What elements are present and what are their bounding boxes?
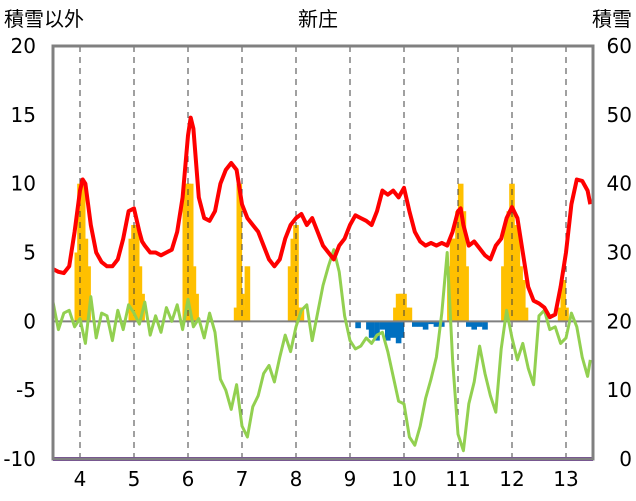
snowfall-bars — [74, 183, 569, 322]
snowfall-bar — [236, 183, 243, 322]
snowmelt-bar — [398, 321, 405, 338]
snowfall-bar — [522, 307, 529, 322]
snowmelt-bar — [412, 321, 418, 327]
snowfall-bar — [85, 266, 91, 322]
x-tick-label: 13 — [553, 467, 578, 491]
right-tick-label: 0 — [619, 447, 632, 471]
left-axis-ticks: 20 15 10 5 0 -5 -10 — [3, 34, 36, 471]
x-tick-label: 7 — [236, 467, 249, 491]
snowfall-bar — [460, 211, 467, 322]
x-tick-label: 5 — [128, 467, 141, 491]
left-tick-label: -5 — [16, 378, 36, 402]
snowmelt-bar — [433, 321, 440, 327]
snowmelt-bar — [385, 321, 391, 341]
x-axis-ticks: 4 5 6 7 8 9 10 11 12 13 — [74, 467, 579, 491]
right-tick-label: 30 — [607, 241, 632, 265]
x-tick-label: 8 — [290, 467, 303, 491]
snowmelt-bar — [374, 321, 380, 341]
right-tick-label: 20 — [607, 309, 632, 333]
x-tick-label: 11 — [445, 467, 470, 491]
left-axis-label: 積雪以外 — [4, 7, 84, 31]
snowfall-bar — [293, 225, 299, 322]
snow-depth-line — [52, 115, 593, 320]
snowfall-bar — [187, 183, 194, 322]
snowmelt-bar — [471, 321, 477, 330]
x-tick-label: 12 — [499, 467, 524, 491]
left-tick-label: 10 — [11, 172, 36, 196]
left-tick-label: 20 — [11, 34, 36, 58]
snowmelt-bar — [355, 321, 361, 329]
right-tick-label: 60 — [607, 34, 632, 58]
right-tick-label: 10 — [607, 378, 632, 402]
snowmelt-bar — [466, 321, 472, 327]
snowmelt-bar — [482, 321, 488, 330]
left-tick-label: -10 — [3, 447, 36, 471]
temperature-line — [51, 248, 592, 453]
snowmelt-bar — [417, 321, 423, 327]
left-tick-label: 0 — [23, 309, 36, 333]
snowmelt-bar — [379, 321, 386, 330]
snowfall-bar — [406, 307, 413, 322]
snowfall-bar — [463, 266, 469, 322]
plot-frame — [51, 44, 595, 461]
snowfall-bar — [560, 280, 567, 322]
snowmelt-bar — [422, 321, 429, 330]
x-tick-label: 9 — [344, 467, 357, 491]
snowfall-bar — [239, 293, 245, 322]
right-axis-label: 積雪 — [592, 7, 632, 31]
snowfall-bar — [193, 293, 199, 322]
snowmelt-bar — [390, 321, 396, 338]
right-axis-ticks: 60 50 40 30 20 10 0 — [607, 34, 632, 471]
x-tick-label: 4 — [74, 467, 87, 491]
snowmelt-bar — [428, 321, 434, 325]
left-tick-label: 15 — [11, 103, 36, 127]
x-tick-label: 6 — [182, 467, 195, 491]
right-tick-label: 40 — [607, 172, 632, 196]
x-tick-label: 10 — [391, 467, 416, 491]
right-tick-label: 50 — [607, 103, 632, 127]
snowfall-bar — [520, 280, 526, 322]
vertical-gridlines — [79, 46, 567, 459]
snowfall-bar — [401, 293, 407, 322]
snowfall-bar — [244, 266, 251, 322]
snowmelt-bar — [368, 321, 375, 338]
chart-title: 新庄 — [298, 7, 338, 31]
left-tick-label: 5 — [23, 241, 36, 265]
snowmelt-bar — [476, 321, 483, 327]
